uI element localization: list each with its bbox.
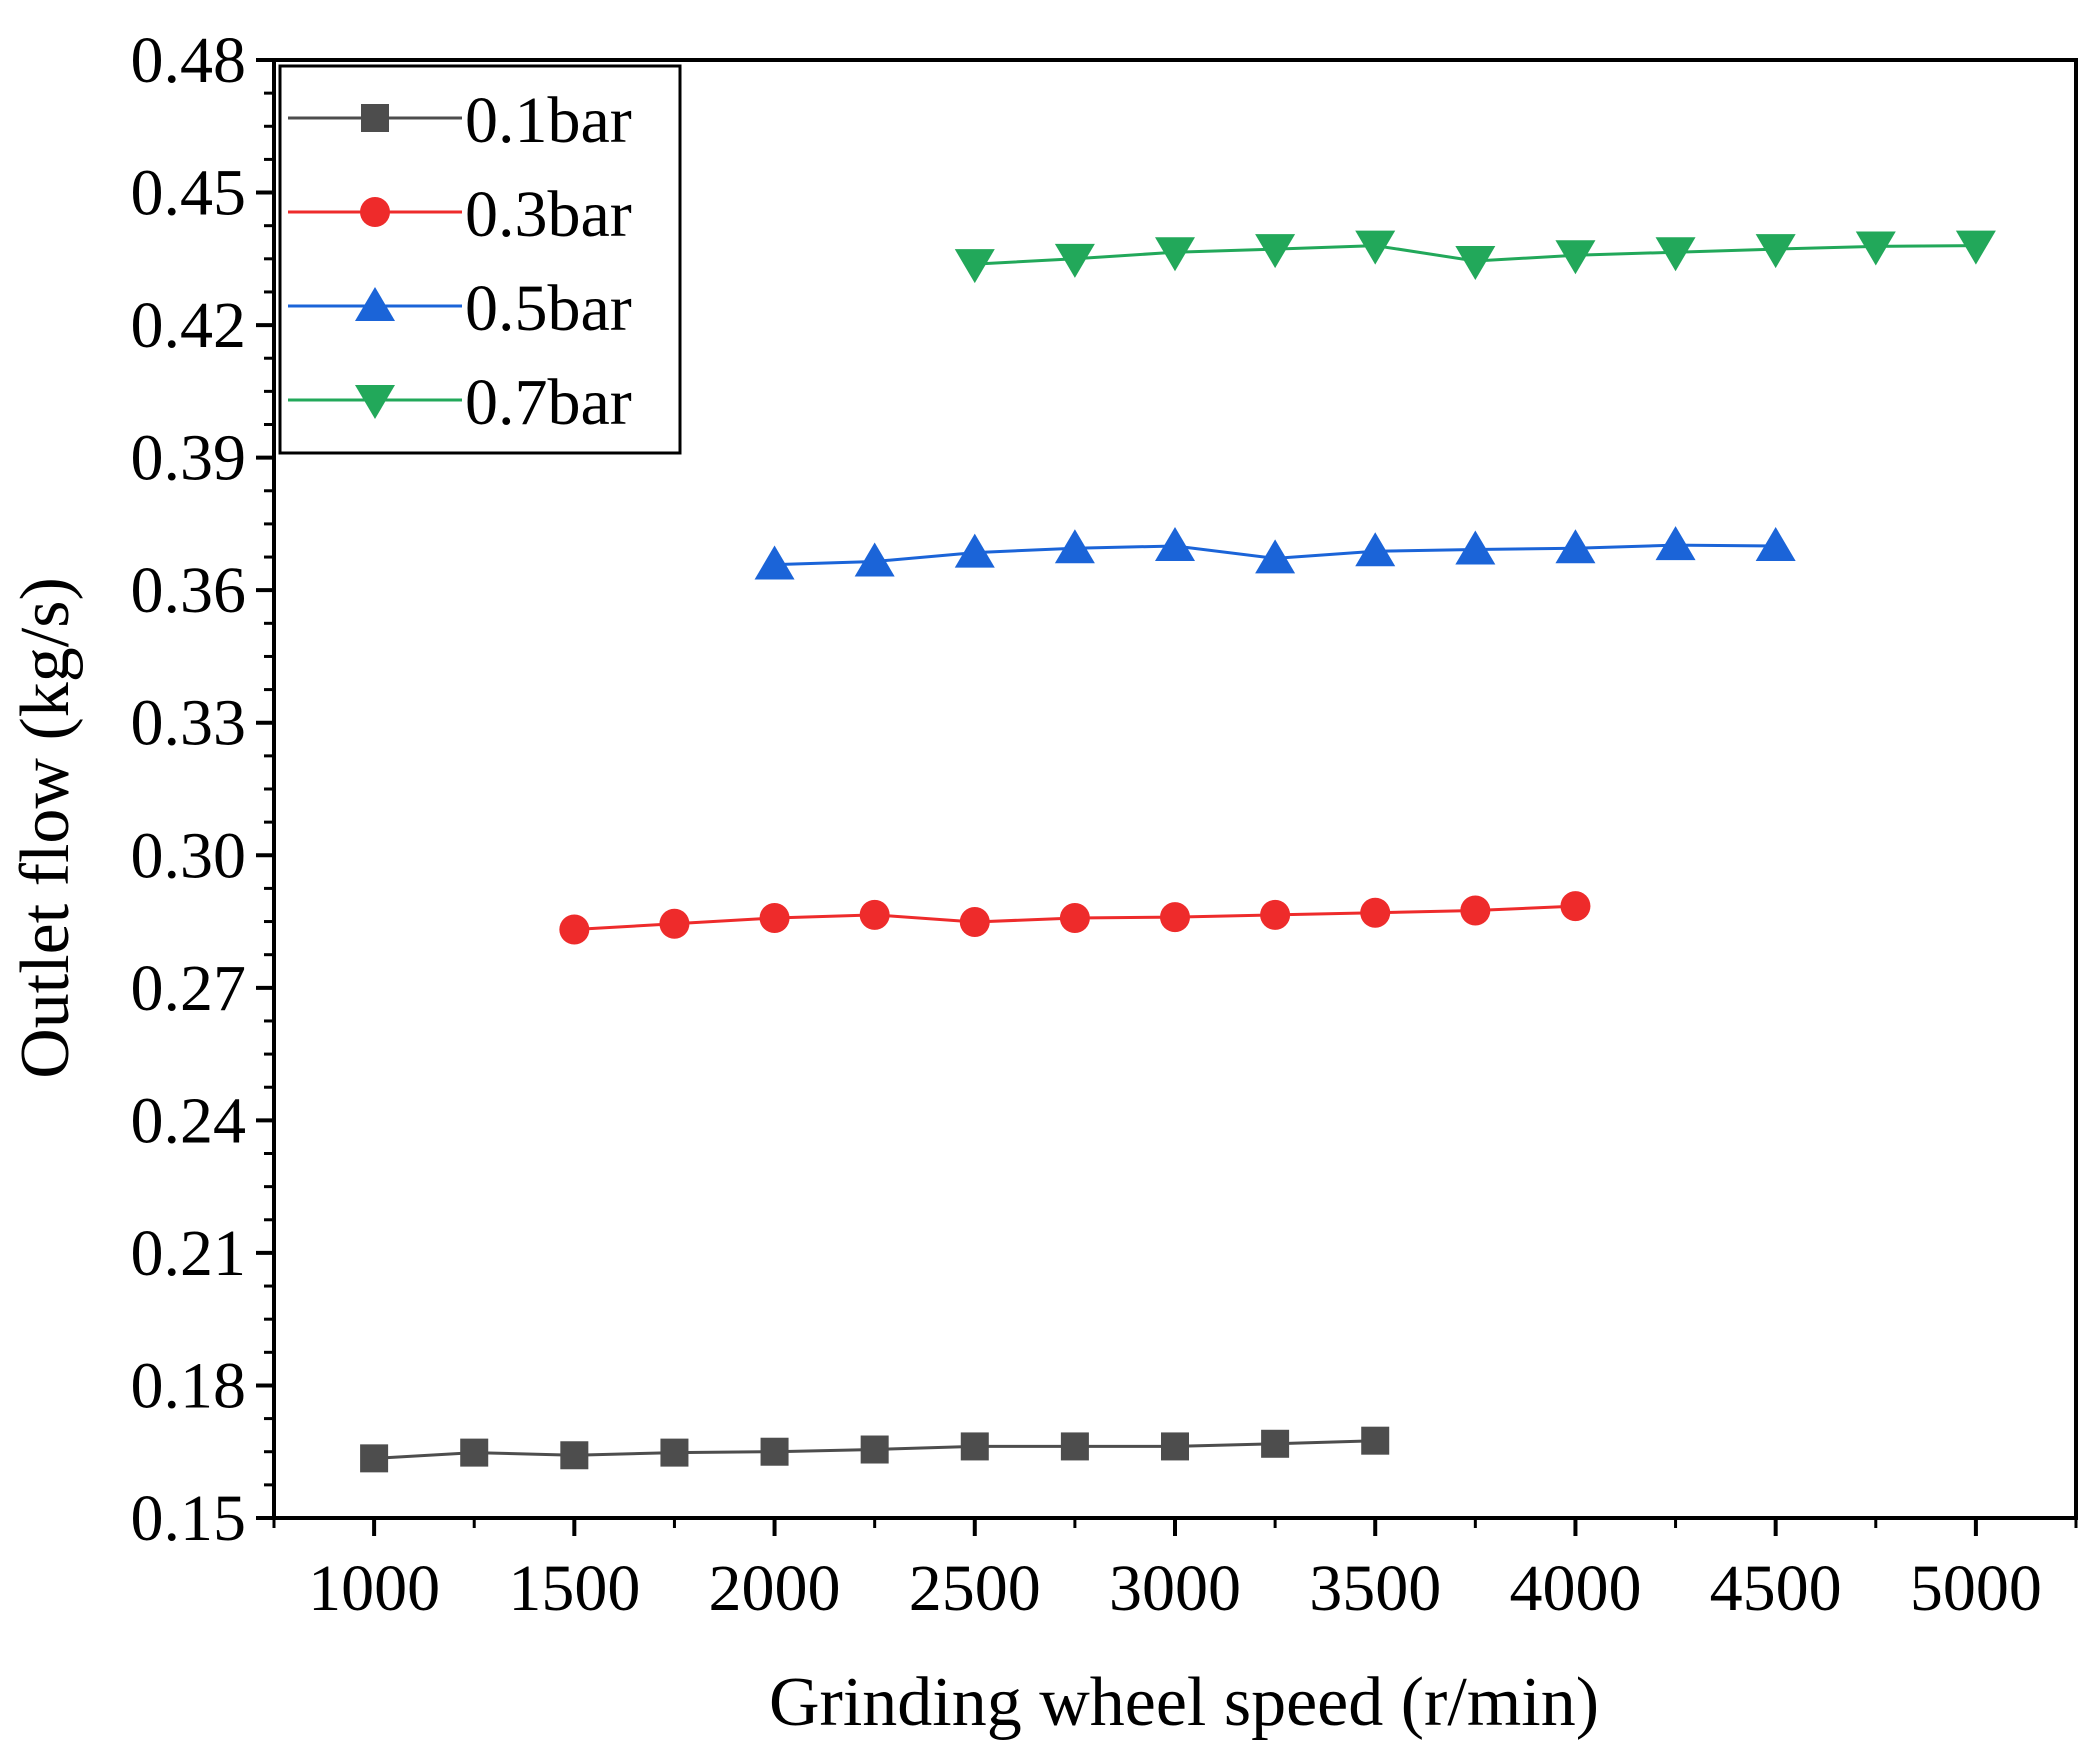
data-point	[1260, 899, 1291, 930]
x-tick-label: 1500	[508, 1552, 640, 1625]
x-tick-label: 2000	[709, 1552, 841, 1625]
y-tick-label: 0.33	[131, 687, 247, 760]
y-tick-label: 0.18	[131, 1349, 247, 1422]
data-point	[954, 249, 995, 284]
series-0.5bar	[754, 526, 1796, 580]
data-point	[659, 908, 690, 939]
y-tick-label: 0.30	[131, 819, 247, 892]
data-point	[760, 1437, 789, 1466]
y-tick-label: 0.36	[131, 554, 247, 627]
data-point	[1255, 539, 1296, 574]
data-point	[1155, 237, 1195, 272]
legend-label: 0.1bar	[465, 84, 632, 157]
data-point	[1360, 897, 1391, 928]
legend-label: 0.5bar	[465, 272, 632, 345]
data-point	[959, 906, 990, 937]
y-tick-label: 0.15	[131, 1482, 247, 1555]
y-axis-title-group: Outlet flow (kg/s)	[7, 577, 84, 1079]
y-tick-label: 0.42	[131, 289, 247, 362]
series-layer	[360, 230, 1996, 1473]
y-tick-label: 0.39	[131, 422, 247, 495]
data-point	[360, 1444, 389, 1473]
data-point	[1955, 230, 1996, 265]
data-point	[1155, 527, 1195, 561]
legend-box	[278, 64, 682, 455]
x-tick-label: 3500	[1309, 1552, 1441, 1625]
data-point	[1555, 240, 1596, 275]
data-point	[1460, 895, 1491, 926]
data-point	[1060, 1432, 1089, 1461]
series-0.7bar	[954, 230, 1996, 284]
y-tick-label: 0.24	[131, 1084, 247, 1157]
data-point	[1355, 230, 1396, 265]
data-point	[1655, 237, 1696, 272]
data-point	[560, 1441, 589, 1470]
y-tick-label: 0.27	[131, 952, 247, 1025]
data-point	[1560, 891, 1591, 922]
data-point	[460, 1438, 489, 1467]
data-point	[854, 542, 895, 577]
data-point	[1655, 526, 1696, 561]
ticks-layer: 0.15 0.18 0.21 0.24 0.27 0.30 0.33 0.36 0.39 0.42…	[131, 24, 2078, 1625]
data-point	[1059, 903, 1090, 934]
y-tick-label: 0.45	[131, 157, 247, 230]
data-point	[954, 533, 995, 568]
y-tick-label: 0.48	[131, 24, 247, 97]
data-point	[1161, 1432, 1189, 1461]
legend: 0.1bar 0.3bar 0.5bar 0.7bar	[278, 64, 682, 455]
data-point	[1361, 1426, 1390, 1455]
series-0.3bar	[559, 891, 1591, 945]
data-point	[1455, 530, 1496, 565]
legend-marker	[360, 197, 390, 227]
legend-label: 0.3bar	[465, 178, 632, 251]
legend-marker	[361, 104, 389, 132]
x-tick-label: 3000	[1109, 1552, 1241, 1625]
x-tick-label: 1000	[308, 1552, 440, 1625]
data-point	[1054, 529, 1095, 564]
x-tick-label: 4500	[1710, 1552, 1842, 1625]
legend-label: 0.7bar	[465, 366, 632, 439]
y-axis-title: Outlet flow (kg/s)	[7, 577, 84, 1079]
plot-area-frame	[272, 58, 2078, 1520]
y-tick-label: 0.21	[131, 1217, 247, 1290]
data-point	[1555, 529, 1596, 564]
data-point	[1755, 527, 1796, 561]
x-axis-title: Grinding wheel speed (r/min)	[769, 1664, 1599, 1741]
data-point	[960, 1432, 989, 1461]
data-point	[1054, 243, 1095, 278]
data-point	[1261, 1429, 1290, 1458]
legend-marker	[355, 385, 395, 419]
data-point	[559, 914, 590, 945]
data-point	[1255, 234, 1296, 269]
legend-marker	[355, 287, 395, 321]
x-tick-label: 5000	[1910, 1552, 2042, 1625]
data-point	[660, 1438, 689, 1467]
data-point	[1855, 231, 1896, 266]
data-point	[859, 899, 890, 930]
data-point	[1455, 246, 1496, 281]
data-point	[1160, 902, 1190, 933]
x-tick-label: 2500	[909, 1552, 1041, 1625]
x-tick-label: 4000	[1509, 1552, 1641, 1625]
data-point	[759, 903, 790, 934]
data-point	[1355, 532, 1396, 567]
data-point	[754, 545, 795, 580]
series-0.1bar	[360, 1426, 1390, 1473]
data-point	[1755, 234, 1796, 269]
data-point	[860, 1435, 889, 1464]
